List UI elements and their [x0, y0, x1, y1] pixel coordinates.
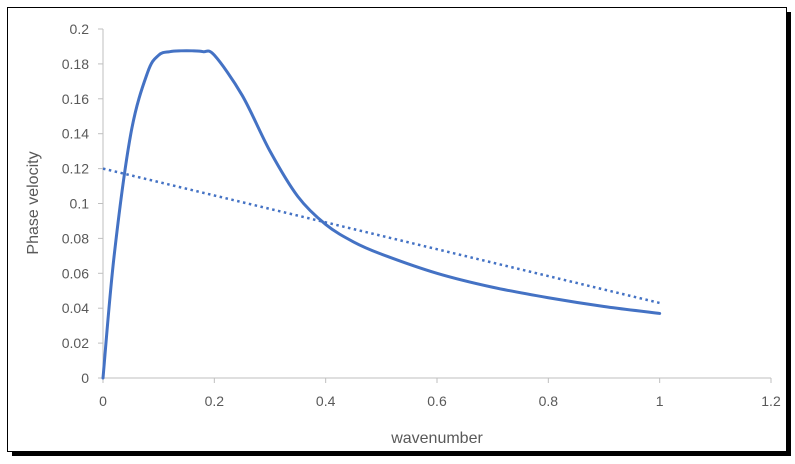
y-tick-label: 0: [81, 370, 89, 386]
chart-series: [101, 49, 662, 380]
x-axis-label: wavenumber: [390, 430, 483, 447]
y-tick-label: 0.18: [62, 56, 89, 72]
y-tick-label: 0.1: [70, 196, 90, 212]
y-axis-label: Phase velocity: [25, 151, 42, 254]
y-tick-label: 0.12: [62, 161, 89, 177]
x-tick-label: 0.8: [539, 393, 559, 409]
frame-shadow-right: [787, 12, 791, 456]
x-tick-label: 0.6: [427, 393, 447, 409]
y-tick-label: 0.14: [62, 126, 89, 142]
chart-ticks: 0 0.2 0.4 0.6 0.8 1 1.2 0 0.02 0.04 0.06 0.08 0.1 0.1…: [62, 21, 781, 409]
y-tick-label: 0.16: [62, 91, 89, 107]
y-tick-label: 0.08: [62, 230, 89, 246]
x-tick-label: 0: [99, 393, 107, 409]
solid-phase-velocity-line: [101, 49, 662, 380]
x-tick-label: 0.2: [205, 393, 225, 409]
y-tick-label: 0.2: [70, 21, 90, 37]
x-tick-label: 0.4: [316, 393, 336, 409]
y-tick-label: 0.04: [62, 300, 89, 316]
frame-shadow-bottom: [12, 452, 791, 456]
x-tick-label: 1: [656, 393, 664, 409]
dotted-trend-line: [102, 167, 660, 305]
y-tick-label: 0.06: [62, 265, 89, 281]
x-tick-label: 1.2: [761, 393, 781, 409]
chart-axes: [102, 29, 771, 379]
y-tick-label: 0.02: [62, 335, 89, 351]
